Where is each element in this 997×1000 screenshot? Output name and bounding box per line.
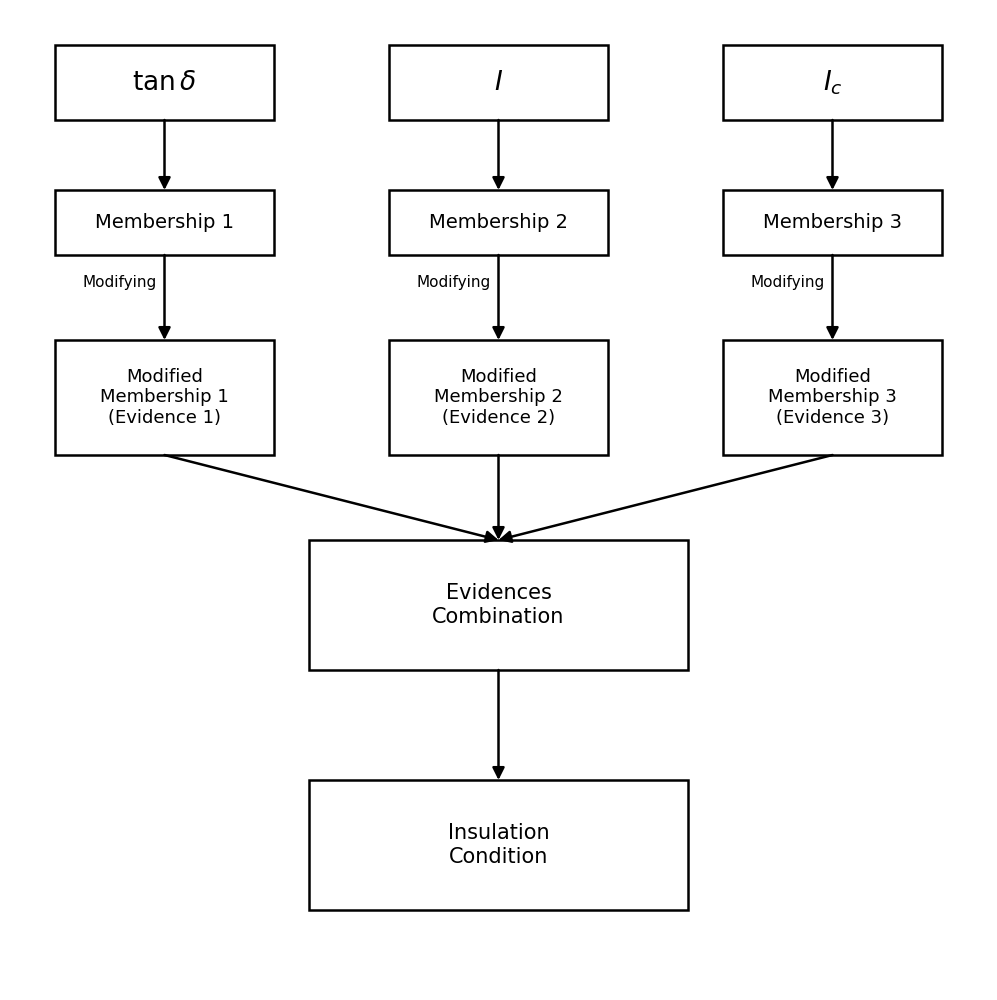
Text: $\mathrm{tan}\,\delta$: $\mathrm{tan}\,\delta$ [133, 70, 196, 96]
Bar [389, 190, 608, 255]
Text: Modified
Membership 1
(Evidence 1): Modified Membership 1 (Evidence 1) [100, 368, 229, 427]
Text: Membership 1: Membership 1 [95, 213, 234, 232]
Bar [723, 340, 942, 455]
Text: Insulation
Condition: Insulation Condition [448, 823, 549, 867]
Bar [309, 540, 688, 670]
Text: Evidences
Combination: Evidences Combination [433, 583, 564, 627]
Bar [55, 45, 274, 120]
Bar [723, 190, 942, 255]
Text: Modified
Membership 2
(Evidence 2): Modified Membership 2 (Evidence 2) [434, 368, 563, 427]
Bar [723, 45, 942, 120]
Text: Modified
Membership 3
(Evidence 3): Modified Membership 3 (Evidence 3) [768, 368, 897, 427]
Text: Membership 3: Membership 3 [763, 213, 902, 232]
Bar [389, 340, 608, 455]
Text: $\mathit{I}$: $\mathit{I}$ [494, 70, 503, 96]
Text: Modifying: Modifying [417, 275, 491, 290]
Text: Modifying: Modifying [751, 275, 825, 290]
Text: Modifying: Modifying [83, 275, 157, 290]
Bar [309, 780, 688, 910]
Bar [389, 45, 608, 120]
Bar [55, 340, 274, 455]
Text: Membership 2: Membership 2 [429, 213, 568, 232]
Text: $\mathit{I}_c$: $\mathit{I}_c$ [823, 68, 842, 97]
Bar [55, 190, 274, 255]
